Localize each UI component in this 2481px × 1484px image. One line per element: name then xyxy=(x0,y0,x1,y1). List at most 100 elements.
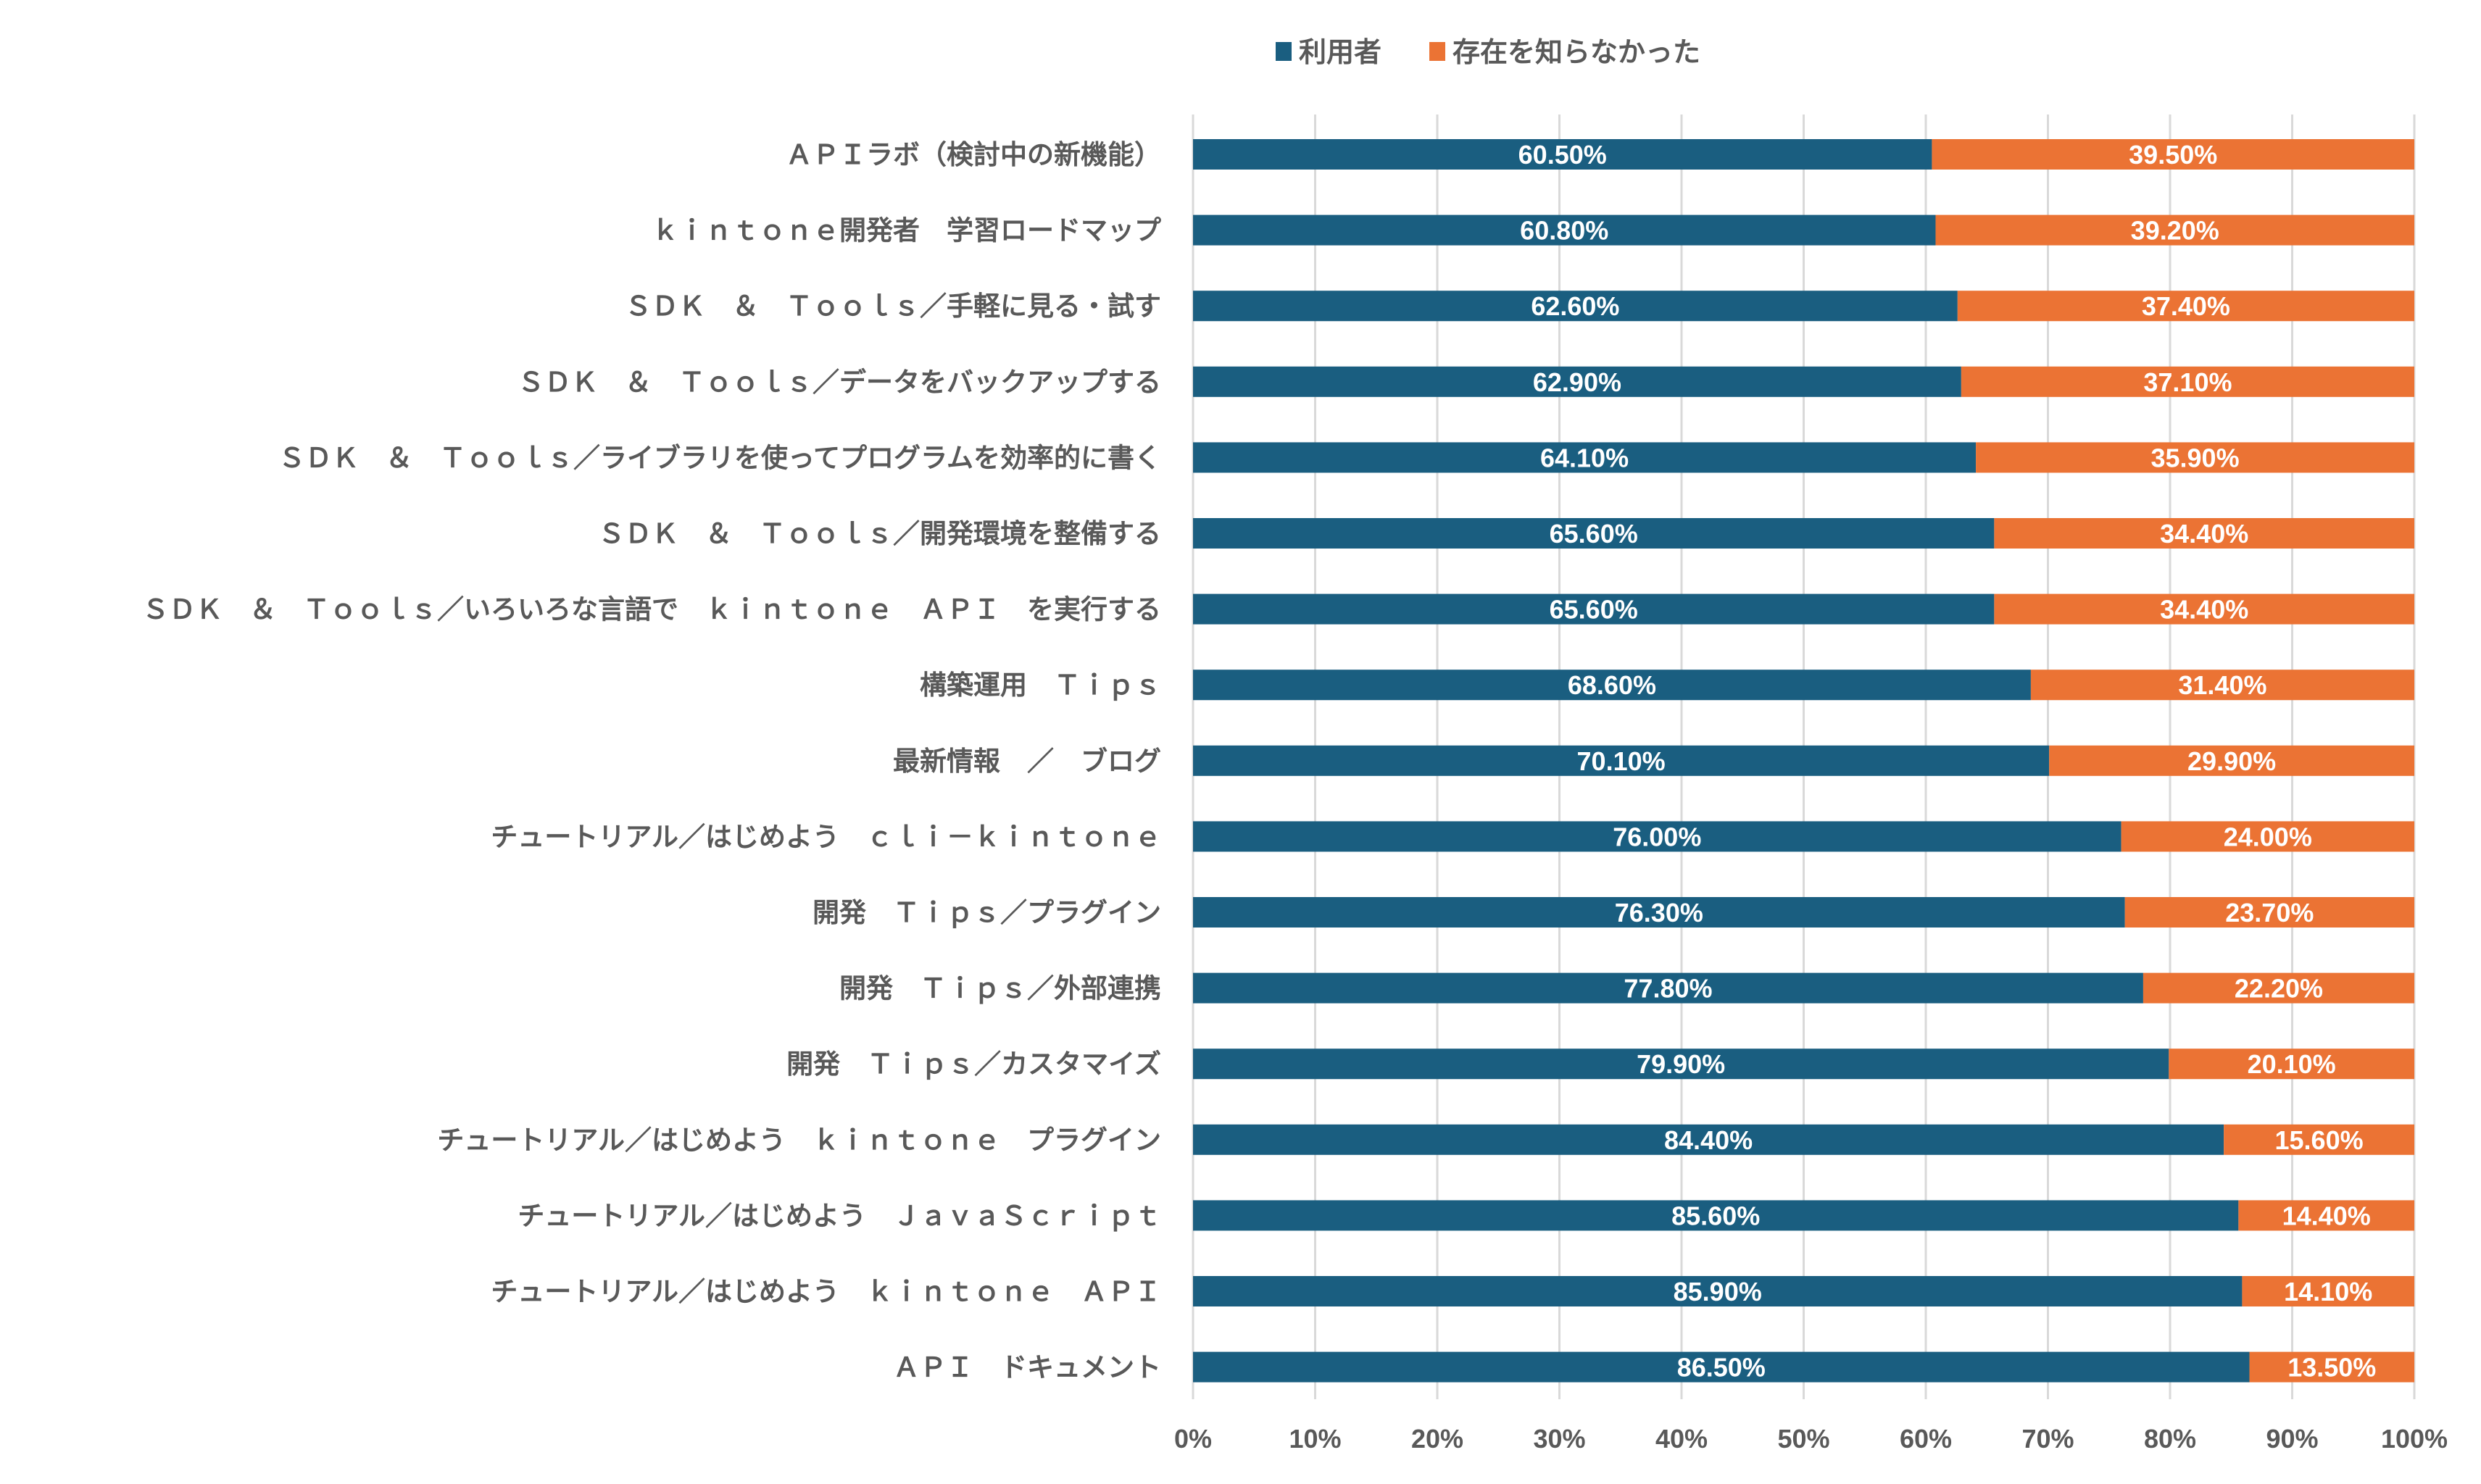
bar-unaware xyxy=(2249,1351,2414,1383)
category-label: チュートリアル／はじめよう ｃｌｉ－ｋｉｎｔｏｎｅ xyxy=(491,822,1161,851)
x-tick-label: 10% xyxy=(1289,1424,1341,1454)
bar-unaware xyxy=(2169,1049,2414,1080)
data-label: 62.90% xyxy=(1533,367,1621,397)
category-label: ＳＤＫ ＆ Ｔｏｏｌｓ／いろいろな言語で ｋｉｎｔｏｎｅ ＡＰＩ を実行する xyxy=(142,595,1161,625)
bar-users xyxy=(1193,366,1961,397)
data-label: 14.40% xyxy=(2282,1201,2371,1230)
data-label: 65.60% xyxy=(1550,595,1638,625)
bar-unaware xyxy=(2143,972,2414,1004)
data-label: 15.60% xyxy=(2275,1125,2364,1155)
data-label: 76.00% xyxy=(1613,822,1701,851)
legend-swatch xyxy=(1276,42,1292,61)
data-label: 24.00% xyxy=(2224,822,2312,851)
bar-users xyxy=(1193,1049,2169,1080)
data-label: 65.60% xyxy=(1550,519,1638,549)
data-label: 37.40% xyxy=(2142,291,2230,321)
bar-users xyxy=(1193,1200,2239,1231)
category-label: ＡＰＩラボ（検討中の新機能） xyxy=(786,140,1161,170)
data-label: 86.50% xyxy=(1677,1353,1766,1383)
data-label: 64.10% xyxy=(1540,443,1629,472)
legend-label: 存在を知らなかった xyxy=(1453,38,1700,68)
bar-users xyxy=(1193,670,2031,701)
data-label: 60.50% xyxy=(1518,140,1607,170)
x-tick-label: 90% xyxy=(2266,1424,2318,1454)
legend-swatch xyxy=(1429,42,1445,61)
data-label: 70.10% xyxy=(1577,746,1666,776)
bar-unaware xyxy=(1994,518,2414,549)
data-label: 14.10% xyxy=(2284,1277,2372,1306)
bar-users xyxy=(1193,518,1995,549)
bar-unaware xyxy=(2238,1200,2414,1231)
bar-unaware xyxy=(1957,291,2414,322)
data-label: 60.80% xyxy=(1520,216,1608,246)
bar-users xyxy=(1193,972,2143,1004)
bar-users xyxy=(1193,1276,2243,1306)
x-tick-label: 40% xyxy=(1655,1424,1708,1454)
data-label: 22.20% xyxy=(2235,974,2323,1004)
category-label: チュートリアル／はじめよう ＪａｖａＳｃｒｉｐｔ xyxy=(518,1201,1161,1232)
bar-unaware xyxy=(1961,366,2414,397)
x-tick-label: 60% xyxy=(1900,1424,1952,1454)
category-label: 開発 Ｔｉｐｓ／カスタマイズ xyxy=(786,1049,1161,1080)
data-label: 23.70% xyxy=(2225,898,2314,928)
bar-unaware xyxy=(1935,214,2414,246)
bar-users xyxy=(1193,897,2125,928)
data-label: 37.10% xyxy=(2143,367,2232,397)
x-tick-label: 20% xyxy=(1411,1424,1463,1454)
bar-unaware xyxy=(1994,593,2414,625)
category-label: 最新情報 ／ ブログ xyxy=(893,746,1161,776)
bar-unaware xyxy=(2124,897,2414,928)
bar-unaware xyxy=(2049,745,2414,776)
bar-users xyxy=(1193,214,1936,246)
category-label: ＡＰＩ ドキュメント xyxy=(893,1353,1161,1383)
data-label: 76.30% xyxy=(1615,898,1703,928)
bar-users xyxy=(1193,745,2050,776)
data-label: 85.90% xyxy=(1674,1277,1762,1306)
category-label: ＳＤＫ ＆ Ｔｏｏｌｓ／データをバックアップする xyxy=(518,367,1161,397)
category-label: ｋｉｎｔｏｎｅ開発者 学習ロードマップ xyxy=(652,215,1161,246)
data-label: 13.50% xyxy=(2287,1353,2376,1383)
x-tick-label: 0% xyxy=(1174,1424,1212,1454)
category-label: チュートリアル／はじめよう ｋｉｎｔｏｎｅ ＡＰＩ xyxy=(491,1277,1161,1306)
data-label: 20.10% xyxy=(2248,1049,2336,1079)
bar-users xyxy=(1193,442,1977,473)
data-label: 29.90% xyxy=(2187,746,2276,776)
category-label: ＳＤＫ ＆ Ｔｏｏｌｓ／開発環境を整備する xyxy=(598,519,1161,549)
bar-users xyxy=(1193,139,1932,170)
bar-unaware xyxy=(1976,442,2414,473)
category-label: チュートリアル／はじめよう ｋｉｎｔｏｎｅ プラグイン xyxy=(437,1125,1161,1155)
bar-unaware xyxy=(2121,821,2414,852)
data-label: 34.40% xyxy=(2160,519,2248,549)
data-label: 39.20% xyxy=(2131,216,2219,246)
bar-users xyxy=(1193,821,2121,852)
x-tick-label: 50% xyxy=(1777,1424,1829,1454)
bar-unaware xyxy=(2030,670,2414,701)
bar-users xyxy=(1193,1124,2224,1155)
data-label: 62.60% xyxy=(1531,291,1619,321)
category-label: 開発 Ｔｉｐｓ／プラグイン xyxy=(813,898,1161,929)
data-label: 84.40% xyxy=(1664,1125,1753,1155)
x-tick-label: 100% xyxy=(2381,1424,2448,1454)
data-label: 39.50% xyxy=(2129,140,2217,170)
x-tick-label: 30% xyxy=(1533,1424,1585,1454)
bar-users xyxy=(1193,1351,2250,1383)
bar-unaware xyxy=(1932,139,2414,170)
bar-unaware xyxy=(2224,1124,2414,1155)
data-label: 77.80% xyxy=(1624,974,1712,1004)
data-label: 79.90% xyxy=(1637,1049,1725,1079)
x-tick-label: 70% xyxy=(2021,1424,2074,1454)
data-label: 34.40% xyxy=(2160,595,2248,625)
category-label: ＳＤＫ ＆ Ｔｏｏｌｓ／手軽に見る・試す xyxy=(625,291,1161,321)
data-label: 85.60% xyxy=(1671,1201,1760,1230)
legend-label: 利用者 xyxy=(1299,38,1381,68)
bar-users xyxy=(1193,593,1995,625)
category-label: 開発 Ｔｉｐｓ／外部連携 xyxy=(839,974,1161,1005)
bar-unaware xyxy=(2242,1276,2414,1306)
data-label: 35.90% xyxy=(2150,443,2239,472)
x-tick-label: 80% xyxy=(2144,1424,2196,1454)
data-label: 68.60% xyxy=(1568,670,1656,700)
data-label: 31.40% xyxy=(2178,670,2266,700)
bar-users xyxy=(1193,291,1958,322)
category-label: 構築運用 Ｔｉｐｓ xyxy=(920,670,1161,701)
